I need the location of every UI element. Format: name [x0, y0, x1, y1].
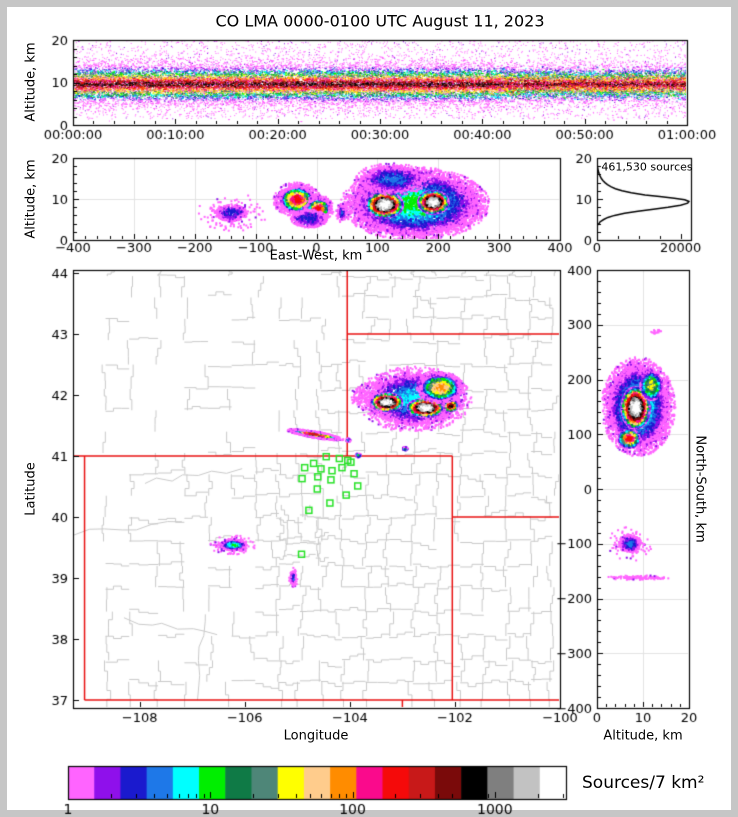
colorbar-label: Sources/7 km²: [582, 773, 705, 793]
ew-cross-xlabel: East-West, km: [269, 248, 363, 264]
ns-cross-xlabel: Altitude, km: [603, 728, 683, 744]
ns-cross-ylabel: North-South, km: [692, 435, 708, 543]
time-height-ylabel: Altitude, km: [23, 42, 39, 122]
ew-cross-ylabel: Altitude, km: [23, 159, 39, 239]
map-ylabel: Latitude: [23, 462, 39, 516]
histogram-source-count: 461,530 sources: [601, 160, 693, 174]
map-xlabel: Longitude: [283, 728, 349, 744]
figure-title: CO LMA 0000-0100 UTC August 11, 2023: [215, 11, 545, 31]
